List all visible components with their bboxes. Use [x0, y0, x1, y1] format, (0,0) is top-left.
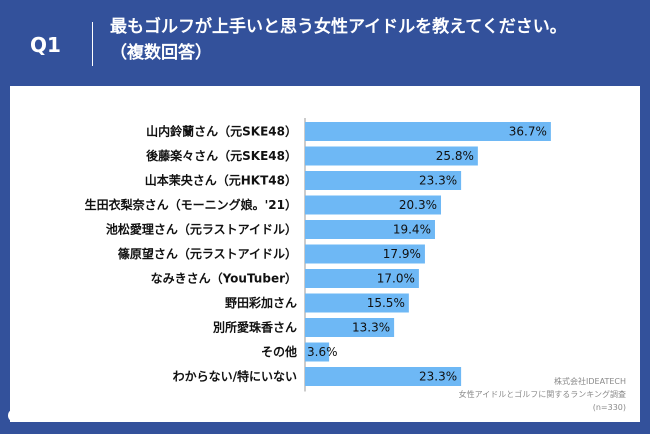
value-label: 17.0% — [377, 272, 415, 286]
header-divider — [92, 22, 93, 66]
category-label: なみきさん（YouTuber） — [151, 271, 297, 286]
bar — [305, 195, 442, 215]
category-label: 山内鈴蘭さん（元SKE48） — [146, 124, 297, 139]
value-label: 23.3% — [419, 370, 457, 384]
logo-text: リサピー — [23, 409, 72, 423]
bar — [305, 342, 330, 362]
category-label: 山本茉央さん（元HKT48） — [145, 173, 297, 188]
source-company: 株式会社IDEATECH — [554, 377, 626, 386]
category-label: 後藤楽々さん（元SKE48） — [146, 148, 297, 163]
bar — [305, 269, 419, 288]
bar — [305, 367, 462, 386]
header: Q1 最もゴルフが上手いと思う女性アイドルを教えてください。 （複数回答） — [0, 0, 650, 86]
question-title-line2: （複数回答） — [110, 43, 212, 63]
bar — [305, 122, 551, 141]
bar — [305, 244, 425, 264]
question-number: Q1 — [30, 33, 61, 57]
value-label: 19.4% — [393, 223, 431, 237]
value-label: 36.7% — [509, 125, 547, 139]
value-label: 20.3% — [399, 198, 437, 212]
source-note: 株式会社IDEATECH 女性アイドルとゴルフに関するランキング調査 (n=33… — [406, 375, 626, 414]
category-label: 生田衣梨奈さん（モーニング娘。'21） — [85, 197, 297, 212]
value-label: 15.5% — [367, 296, 405, 310]
source-survey: 女性アイドルとゴルフに関するランキング調査 — [458, 390, 626, 399]
bar-chart: 山内鈴蘭さん（元SKE48） 36.7% 後藤楽々さん（元SKE48） 25.8% 山本… — [85, 118, 551, 392]
question-title-line1: 最もゴルフが上手いと思う女性アイドルを教えてください。 — [110, 17, 567, 37]
risapi-logo-icon — [8, 409, 21, 422]
bar — [305, 146, 478, 166]
value-label: 3.6% — [307, 345, 338, 359]
category-label: その他 — [261, 344, 297, 359]
risapi-logo: リサピー — [8, 404, 88, 428]
category-label: 篠原望さん（元ラストアイドル） — [118, 246, 297, 261]
value-label: 25.8% — [436, 149, 474, 163]
bar — [305, 171, 462, 190]
category-label: 野田彩加さん — [225, 295, 297, 310]
value-label: 13.3% — [352, 321, 390, 335]
category-label: わからない/特にいない — [173, 369, 297, 384]
bar — [305, 220, 435, 239]
chart-panel: 山内鈴蘭さん（元SKE48） 36.7% 後藤楽々さん（元SKE48） 25.8% 山本… — [10, 86, 640, 422]
bar — [305, 318, 395, 337]
category-label: 池松愛理さん（元ラストアイドル） — [106, 222, 297, 237]
source-sample: (n=330) — [592, 403, 626, 412]
question-title: 最もゴルフが上手いと思う女性アイドルを教えてください。 （複数回答） — [110, 14, 640, 66]
bar — [305, 293, 409, 313]
value-label: 17.9% — [383, 247, 421, 261]
category-label: 別所愛珠香さん — [212, 320, 297, 335]
value-label: 23.3% — [419, 174, 457, 188]
